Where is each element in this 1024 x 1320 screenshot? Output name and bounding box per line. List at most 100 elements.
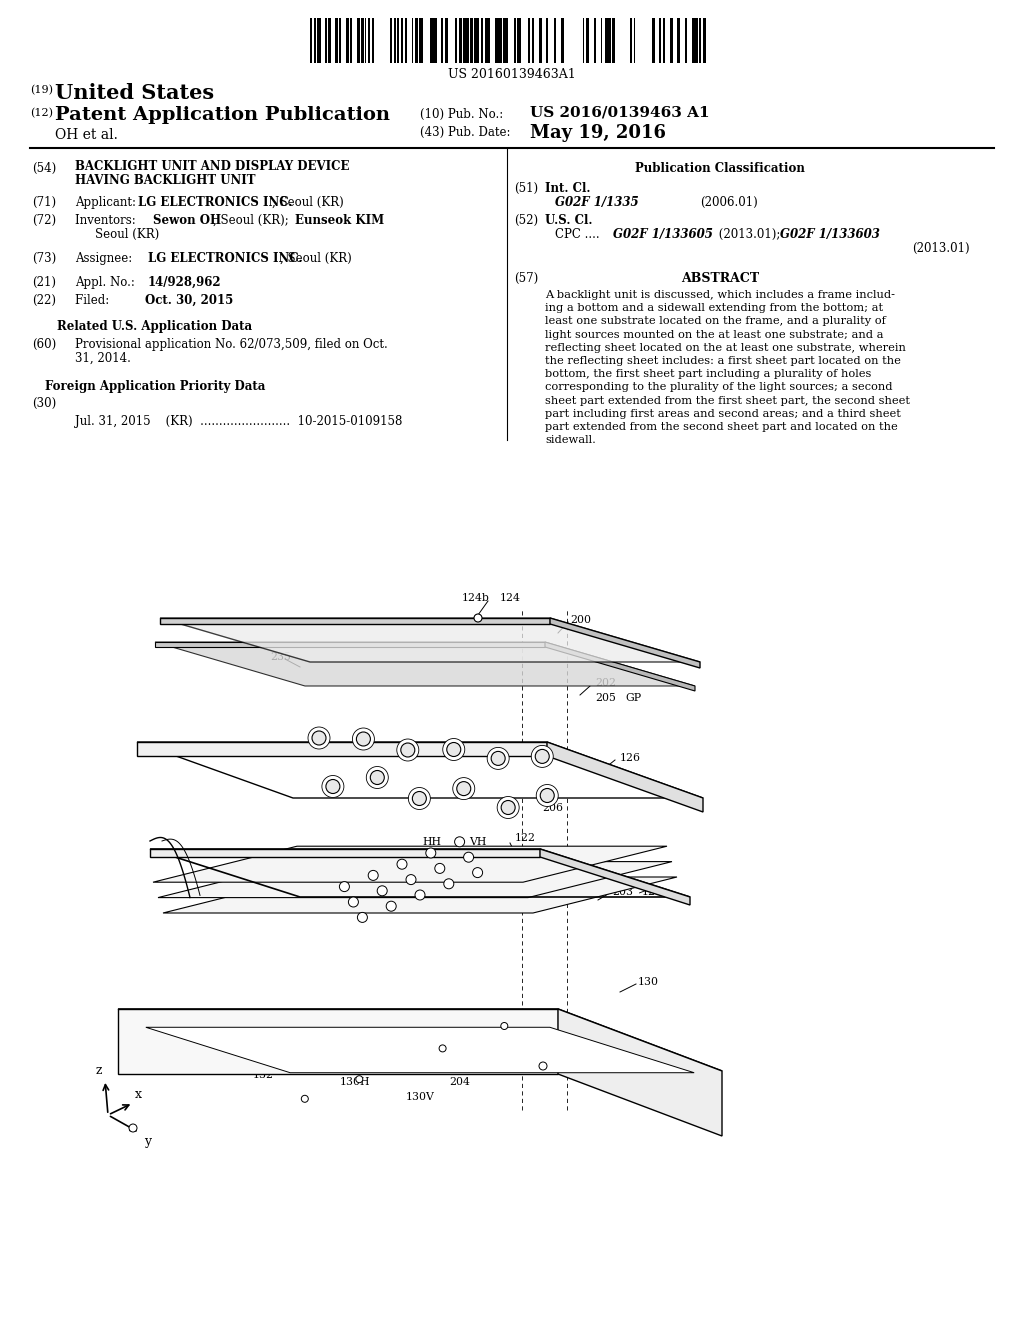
Circle shape — [355, 1076, 362, 1082]
Bar — [547, 18, 548, 63]
Polygon shape — [160, 618, 550, 624]
Bar — [506, 18, 508, 63]
Text: 235: 235 — [270, 652, 291, 663]
Text: 130V: 130V — [406, 1092, 434, 1102]
Circle shape — [326, 780, 340, 793]
Circle shape — [397, 859, 407, 869]
Bar — [369, 18, 371, 63]
Bar — [611, 18, 614, 63]
Text: 124b: 124b — [462, 593, 490, 603]
Circle shape — [442, 738, 465, 760]
Bar — [416, 18, 418, 63]
Bar — [401, 18, 403, 63]
Circle shape — [406, 875, 416, 884]
Text: Inventors:: Inventors: — [75, 214, 143, 227]
Text: Filed:: Filed: — [75, 294, 135, 308]
Circle shape — [348, 898, 358, 907]
Text: 205: 205 — [595, 693, 615, 704]
Circle shape — [435, 863, 444, 874]
Bar — [630, 18, 632, 63]
Text: (12): (12) — [30, 108, 53, 119]
Text: (54): (54) — [32, 162, 56, 176]
Text: G02F 1/133603: G02F 1/133603 — [780, 228, 880, 242]
Text: US 20160139463A1: US 20160139463A1 — [449, 69, 575, 81]
Text: Related U.S. Application Data: Related U.S. Application Data — [57, 319, 253, 333]
Text: Foreign Application Priority Data: Foreign Application Priority Data — [45, 380, 265, 393]
Text: HH: HH — [423, 837, 441, 847]
Circle shape — [498, 796, 519, 818]
Bar — [350, 18, 352, 63]
Bar — [692, 18, 695, 63]
Circle shape — [541, 788, 554, 803]
Polygon shape — [158, 862, 672, 898]
Bar — [488, 18, 489, 63]
Circle shape — [492, 751, 505, 766]
Bar — [514, 18, 516, 63]
Bar — [531, 18, 534, 63]
Polygon shape — [118, 1008, 722, 1071]
Text: 124: 124 — [500, 593, 521, 603]
Text: (57): (57) — [514, 272, 539, 285]
Text: , Seoul (KR): , Seoul (KR) — [280, 252, 352, 265]
Polygon shape — [155, 642, 545, 647]
Circle shape — [129, 1125, 137, 1133]
Text: VH: VH — [469, 837, 486, 847]
Text: 204: 204 — [450, 1077, 470, 1086]
Text: -121: -121 — [257, 887, 282, 898]
Polygon shape — [540, 849, 690, 906]
Circle shape — [396, 739, 419, 762]
Text: 203: 203 — [612, 887, 633, 898]
Circle shape — [357, 912, 368, 923]
Circle shape — [426, 847, 436, 858]
Bar — [430, 18, 433, 63]
Bar — [477, 18, 479, 63]
Circle shape — [539, 1063, 547, 1071]
Circle shape — [339, 882, 349, 891]
Bar — [652, 18, 655, 63]
Bar — [604, 18, 608, 63]
Polygon shape — [155, 642, 695, 686]
Bar — [393, 18, 396, 63]
Text: United States: United States — [55, 83, 214, 103]
Circle shape — [487, 747, 509, 770]
Bar — [325, 18, 327, 63]
Polygon shape — [550, 618, 700, 668]
Text: >: > — [638, 887, 647, 898]
Bar — [372, 18, 374, 63]
Circle shape — [443, 879, 454, 888]
Text: (72): (72) — [32, 214, 56, 227]
Polygon shape — [163, 876, 677, 913]
Bar — [360, 18, 364, 63]
Bar — [474, 18, 477, 63]
Bar — [503, 18, 506, 63]
Circle shape — [439, 1045, 446, 1052]
Text: 202: 202 — [595, 678, 616, 688]
Bar — [339, 18, 341, 63]
Bar — [459, 18, 462, 63]
Bar — [470, 18, 473, 63]
Bar — [357, 18, 359, 63]
Text: 200: 200 — [570, 615, 591, 624]
Circle shape — [301, 1096, 308, 1102]
Bar — [463, 18, 466, 63]
Bar — [336, 18, 338, 63]
Text: 31, 2014.: 31, 2014. — [75, 352, 131, 366]
Polygon shape — [137, 742, 547, 756]
Circle shape — [537, 784, 558, 807]
Text: May 19, 2016: May 19, 2016 — [530, 124, 666, 143]
Bar — [702, 18, 706, 63]
Text: Jul. 31, 2015    (KR)  ........................  10-2015-0109158: Jul. 31, 2015 (KR) .....................… — [75, 414, 402, 428]
Circle shape — [464, 853, 473, 862]
Text: GP: GP — [625, 693, 641, 704]
Text: , Seoul (KR);: , Seoul (KR); — [213, 214, 293, 227]
Bar — [685, 18, 687, 63]
Text: 122: 122 — [515, 833, 536, 843]
Bar — [587, 18, 590, 63]
Bar — [466, 18, 469, 63]
Polygon shape — [160, 618, 700, 663]
Polygon shape — [137, 742, 703, 799]
Text: 206: 206 — [542, 803, 563, 813]
Text: (52): (52) — [514, 214, 539, 227]
Circle shape — [413, 792, 426, 805]
Bar — [390, 18, 392, 63]
